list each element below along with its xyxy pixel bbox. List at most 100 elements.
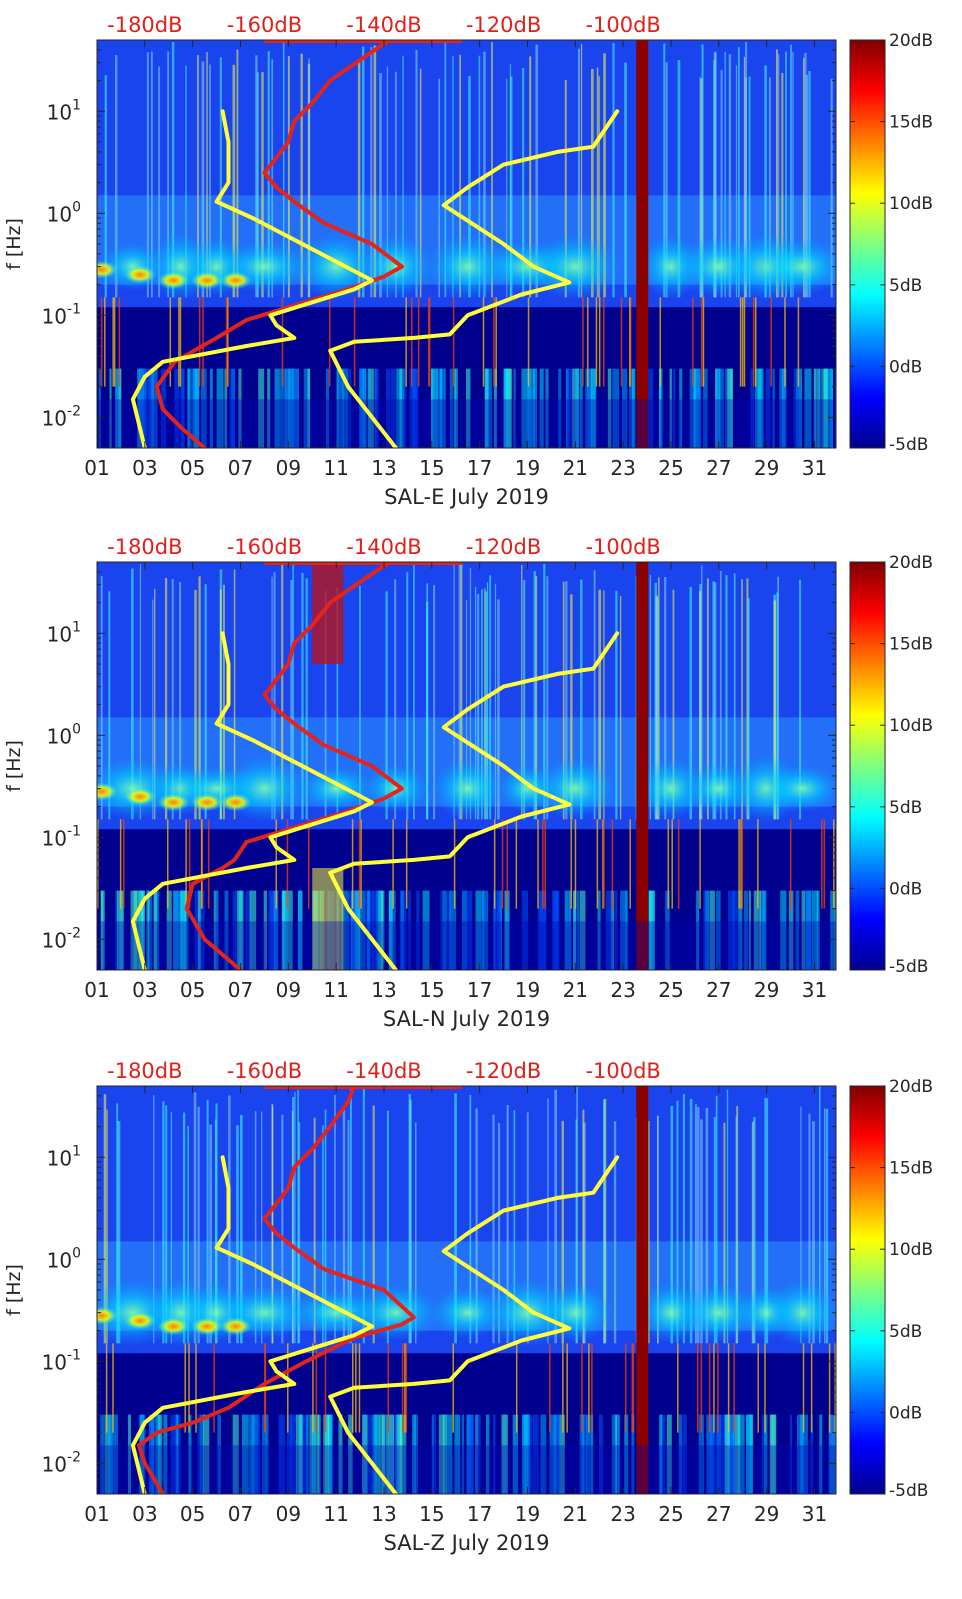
x-tick-label: 01 xyxy=(84,456,109,480)
transient-spike xyxy=(591,1343,593,1433)
spectrogram-stripe xyxy=(322,1125,324,1344)
spectrogram-low-column xyxy=(715,368,721,448)
spectrogram-low-column xyxy=(412,368,418,448)
transient-spike xyxy=(404,1343,406,1433)
spectrogram-stripe xyxy=(664,577,667,820)
spectrogram-stripe xyxy=(825,1108,829,1344)
spectrogram-stripe xyxy=(261,72,264,298)
spectrogram-low-column xyxy=(617,1414,620,1494)
spectrogram-low-column xyxy=(555,1414,559,1494)
y-axis-label: f [Hz] xyxy=(3,740,25,792)
spectrogram-low-column xyxy=(152,368,158,448)
transient-spike xyxy=(708,1343,711,1433)
colorbar-tick-label: 15dB xyxy=(889,1159,933,1179)
colorbar-tick-label: 0dB xyxy=(889,1403,922,1423)
transient-spike xyxy=(754,297,757,387)
transient-spike xyxy=(581,1343,583,1433)
x-tick-label: 03 xyxy=(132,456,157,480)
top-db-label: -100dB xyxy=(585,1059,660,1083)
spectrogram-low-column xyxy=(408,890,411,970)
spectrogram-stripe xyxy=(452,56,454,298)
spectrogram-low-column xyxy=(816,890,820,970)
spectrogram-stripe xyxy=(478,55,481,298)
spectrogram-low-column xyxy=(624,1414,629,1494)
transient-spike xyxy=(570,819,572,909)
spectrogram-low-column xyxy=(200,890,205,970)
spectrogram-stripe xyxy=(469,1094,472,1344)
spectrogram-low-column xyxy=(256,1414,261,1494)
spectrogram-low-column xyxy=(679,368,683,448)
transient-spike xyxy=(315,1343,318,1433)
transient-spike xyxy=(828,1343,831,1433)
transient-spike xyxy=(764,1343,766,1433)
colorbar-tick-label: 5dB xyxy=(889,276,922,296)
spectrogram-low-column xyxy=(349,368,352,448)
spectrogram-low-column xyxy=(213,890,218,970)
transient-spike xyxy=(169,297,172,387)
spectrogram-low-column xyxy=(144,368,151,448)
spectrogram-low-column xyxy=(724,1414,730,1494)
spectrogram-low-column xyxy=(338,1414,343,1494)
spectrogram-low-column xyxy=(104,1414,111,1494)
spectrogram-image xyxy=(97,1086,836,1494)
spectrogram-low-column xyxy=(461,1414,465,1494)
transient-spike xyxy=(624,1343,627,1433)
spectrogram-stripe xyxy=(689,1098,693,1344)
x-tick-label: 25 xyxy=(658,1502,683,1526)
spectrogram-low-column xyxy=(433,368,438,448)
spectrogram-low-column xyxy=(98,368,101,448)
spectrogram-low-column xyxy=(746,1414,753,1494)
spectrogram-low-column xyxy=(816,368,820,448)
spectrogram-low-column xyxy=(485,1414,490,1494)
spectrogram-low-column xyxy=(268,890,275,970)
spectrogram-low-column xyxy=(666,1414,672,1494)
microseism-peak xyxy=(219,1317,252,1336)
spectrogram-stripe xyxy=(271,1103,274,1344)
transient-spike xyxy=(515,819,518,909)
spectrogram-low-column xyxy=(579,890,586,970)
spectrogram-stripe xyxy=(204,584,207,820)
spectrogram-stripe xyxy=(543,563,546,820)
colorbar xyxy=(849,39,886,449)
spectrogram-low-column xyxy=(716,890,721,970)
spectrogram-low-column xyxy=(342,368,349,448)
spectrogram-stripe xyxy=(460,563,463,820)
transient-spike xyxy=(179,297,182,387)
spectrogram-low-column xyxy=(232,890,238,970)
spectrogram-stripe xyxy=(171,41,175,298)
spectrogram-stripe xyxy=(603,1099,606,1344)
spectrogram-stripe xyxy=(385,591,388,820)
spectrogram-low-column xyxy=(796,368,803,448)
colorbar xyxy=(849,1085,886,1495)
spectrogram-low-column xyxy=(659,368,662,448)
y-tick-label: 101 xyxy=(47,1143,81,1170)
top-db-label: -100dB xyxy=(585,535,660,559)
spectrogram-low-column xyxy=(301,1414,309,1494)
transient-spike xyxy=(770,297,772,387)
transient-spike xyxy=(595,297,598,387)
spectrogram-low-column xyxy=(727,890,735,970)
transient-spike xyxy=(544,819,546,909)
saturated-column xyxy=(636,40,649,448)
spectrogram-stripe xyxy=(533,570,536,820)
spectrogram-low-column xyxy=(824,368,829,448)
transient-spike xyxy=(810,1343,813,1433)
spectrogram-low-column xyxy=(438,1414,445,1494)
x-tick-label: 29 xyxy=(754,456,779,480)
spectrogram-low-column xyxy=(366,890,370,970)
spectrogram-low-column xyxy=(788,890,794,970)
spectrogram-stripe xyxy=(776,592,779,820)
transient-spike xyxy=(202,297,204,387)
microseism-peak xyxy=(157,1317,190,1336)
spectrogram-stripe xyxy=(372,1105,375,1344)
colorbar-tick-label: -5dB xyxy=(889,957,928,977)
x-tick-label: 09 xyxy=(276,1502,301,1526)
spectrogram-low-column xyxy=(187,368,190,448)
transient-spike xyxy=(452,1343,454,1433)
spectrogram-low-column xyxy=(727,368,733,448)
spectrogram-low-column xyxy=(309,1414,314,1494)
spectrogram-low-column xyxy=(445,1414,453,1494)
transient-spike xyxy=(629,819,631,909)
spectrogram-stripe xyxy=(766,1098,769,1344)
transient-spike xyxy=(213,1343,215,1433)
